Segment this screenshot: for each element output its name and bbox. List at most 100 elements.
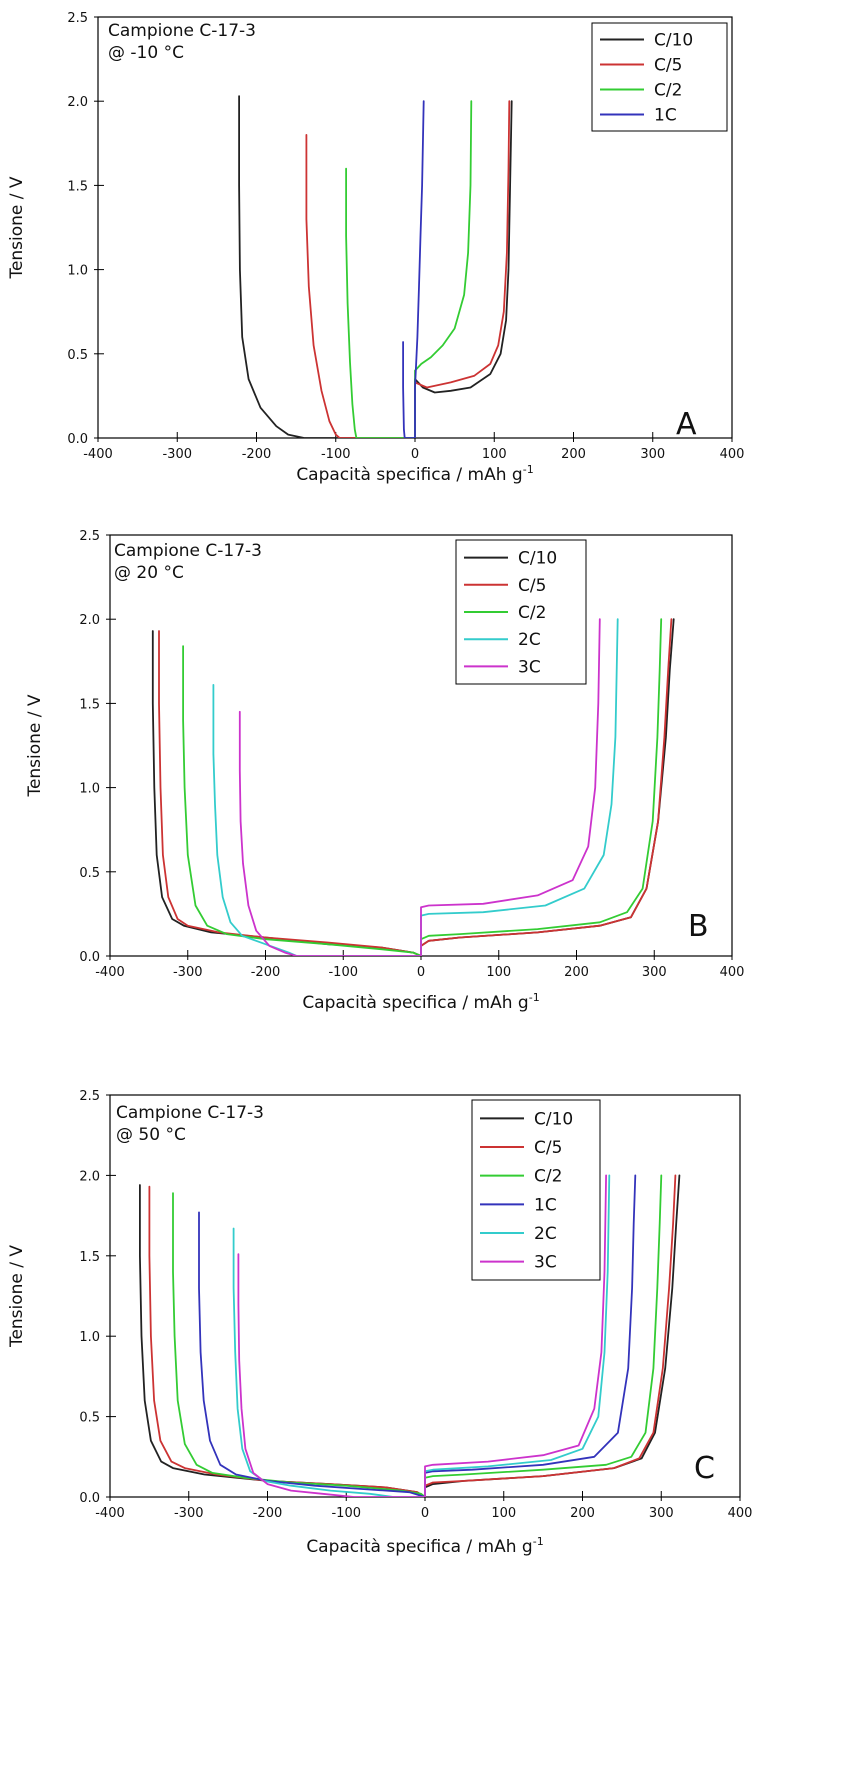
y-tick-label: 0.5 [79,1411,100,1426]
plot-frame [109,1094,741,1498]
x-axis-label-text: Capacità specifica / mAh g [296,465,522,485]
legend-entry: 2C [534,1224,557,1244]
legend-entry: C/2 [534,1167,562,1187]
chart-annotation: @ 50 °C [116,1125,186,1145]
x-tick-label: 0 [421,1506,429,1521]
y-tick-label: 2.5 [67,11,88,26]
legend-box [471,1099,601,1281]
y-tick-label: 2.0 [79,613,100,628]
legend-entry: C/2 [518,603,546,623]
y-tick-label: 2.5 [79,529,100,544]
x-tick-label: -400 [95,1506,125,1521]
legend-entry: C/10 [518,549,557,569]
x-tick-label: 0 [411,447,419,462]
x-tick-label: 0 [417,965,425,980]
x-tick-label: 300 [649,1506,674,1521]
legend-entry: 3C [534,1253,557,1273]
x-axis-label-text: Capacità specifica / mAh g [302,993,528,1013]
y-tick-label: 0.0 [79,1491,100,1506]
legend: C/10 C/5 C/2 2C 3C [455,539,587,685]
series-line-3c [237,1174,607,1497]
x-tick-label: -300 [173,965,203,980]
legend-entry: C/10 [654,31,693,51]
x-tick-label: -400 [95,965,125,980]
series-line-2c [232,1174,611,1497]
x-tick-label: 200 [564,965,589,980]
series-line-3c [238,618,601,956]
y-tick-label: 2.5 [79,1089,100,1104]
x-axis-label-superscript: -1 [533,1535,544,1548]
chart-annotation: Campione C-17-3 [116,1103,264,1123]
chart-annotation: @ 20 °C [114,563,184,583]
panel-c: -400 -300 -200 -100 0 100 200 300 400 0.0 0.5 1.0 1.… [7,1089,752,1557]
plot-frame [109,534,733,957]
x-tick-label: -400 [83,447,113,462]
x-tick-label: 400 [728,1506,753,1521]
y-axis-label: Tensione / V [25,694,45,797]
x-tick-label: 200 [561,447,586,462]
y-tick-label: 1.0 [79,1330,100,1345]
y-axis-label: Tensione / V [7,1245,27,1348]
panel-letter: B [688,909,709,944]
panel-letter: C [694,1451,715,1486]
series-line-1c [198,1174,637,1497]
x-tick-label: -100 [328,965,358,980]
legend-entry: C/10 [534,1109,573,1129]
y-axis-label: Tensione / V [7,176,27,279]
panel-b: -400 -300 -200 -100 0 100 200 300 400 0.0 0.5 1.0 1.… [25,529,744,1013]
series-group [151,618,675,956]
legend-entry: 3C [518,657,541,677]
legend: C/10 C/5 C/2 1C 2C 3C [471,1099,601,1281]
panel-a: -400 -300 -200 -100 0 100 200 300 400 0.0 0.5 1.0 1.… [7,11,744,485]
x-axis-label: Capacità specifica / mAh g-1 [296,463,533,485]
x-tick-label: -200 [253,1506,283,1521]
x-tick-label: -300 [162,447,192,462]
legend-box [591,22,728,132]
x-tick-label: 100 [482,447,507,462]
y-tick-label: 1.5 [67,179,88,194]
series-line-1c [402,100,425,438]
series-line-c-2 [172,1174,663,1497]
chart-annotation: Campione C-17-3 [114,541,262,561]
y-tick-label: 1.5 [79,1250,100,1265]
x-tick-label: 100 [491,1506,516,1521]
x-tick-label: 400 [720,965,745,980]
legend-entry: 1C [654,106,677,126]
y-tick-label: 0.0 [67,432,88,447]
chart-annotation: Campione C-17-3 [108,21,256,41]
x-tick-label: -300 [174,1506,204,1521]
x-tick-label: 300 [642,965,667,980]
x-axis-label-text: Capacità specifica / mAh g [306,1537,532,1557]
y-tick-label: 0.5 [79,866,100,881]
legend-entry: 1C [534,1195,557,1215]
y-tick-label: 2.0 [79,1169,100,1184]
series-line-c-5 [305,100,511,438]
legend-entry: C/5 [654,56,682,76]
x-tick-label: -200 [242,447,272,462]
chart-annotation: @ -10 °C [108,43,184,63]
x-tick-label: 200 [570,1506,595,1521]
x-axis-label: Capacità specifica / mAh g-1 [302,991,539,1013]
y-tick-label: 0.0 [79,950,100,965]
series-line-2c [212,618,619,956]
y-tick-label: 0.5 [67,348,88,363]
x-tick-label: -100 [321,447,351,462]
legend: C/10 C/5 C/2 1C [591,22,728,132]
panel-letter: A [676,407,697,442]
series-group [238,95,513,438]
y-tick-label: 1.0 [79,782,100,797]
x-tick-label: 100 [486,965,511,980]
x-tick-label: -200 [251,965,281,980]
x-tick-label: 400 [720,447,745,462]
series-line-c-2 [345,100,473,438]
legend-entry: C/2 [654,81,682,101]
x-axis-label-superscript: -1 [529,991,540,1004]
x-tick-label: 300 [640,447,665,462]
x-axis-label: Capacità specifica / mAh g-1 [306,1535,543,1557]
legend-entry: C/5 [534,1138,562,1158]
y-tick-label: 1.5 [79,697,100,712]
y-tick-label: 1.0 [67,264,88,279]
series-group [139,1174,681,1497]
x-axis-label-superscript: -1 [523,463,534,476]
